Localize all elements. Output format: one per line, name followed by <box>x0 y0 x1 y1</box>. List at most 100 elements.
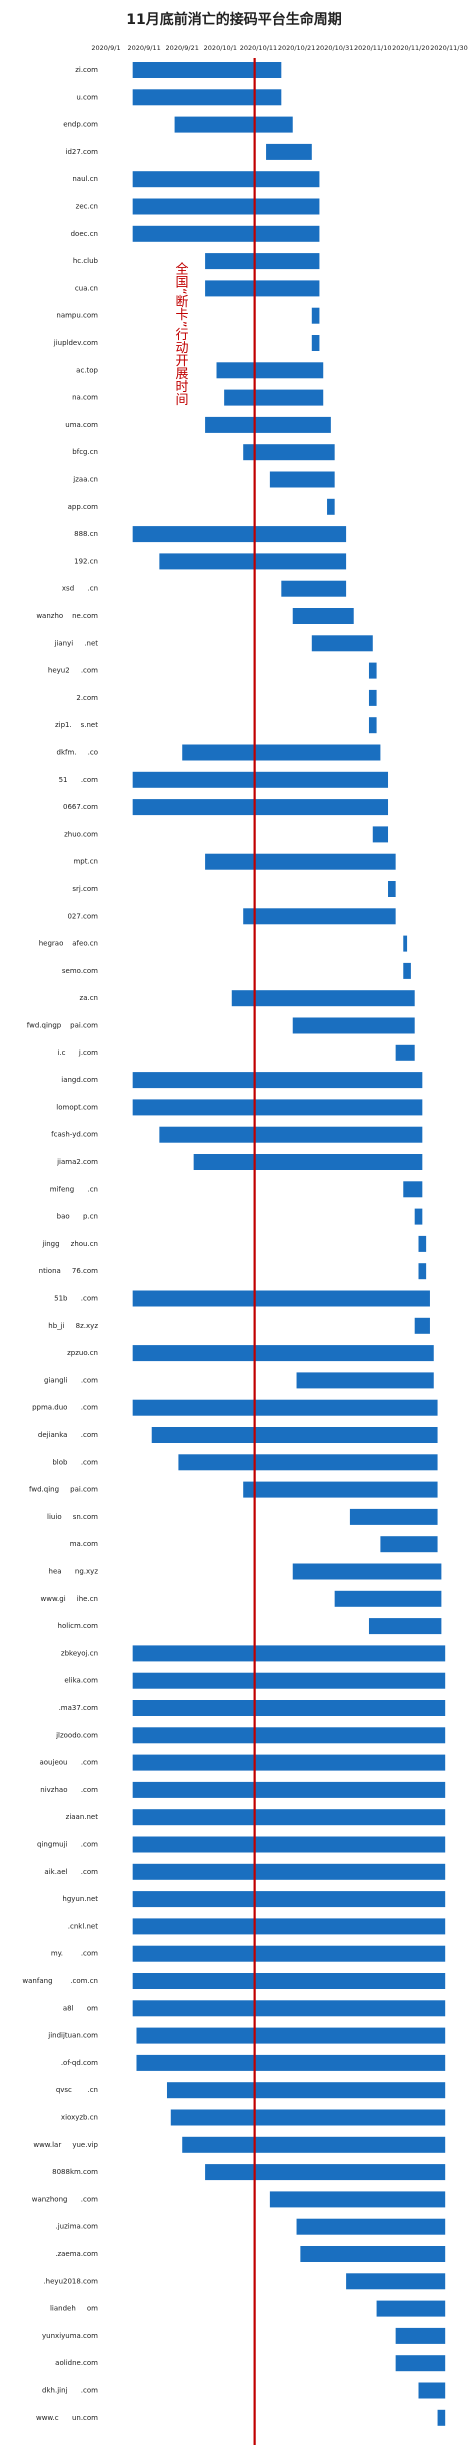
row-label: xsd .cn <box>62 585 98 593</box>
bar <box>403 962 411 979</box>
row-label: zec.cn <box>76 203 98 211</box>
row-label: hb_ji 8z.xyz <box>48 1322 98 1330</box>
bar <box>388 881 396 897</box>
bar <box>216 362 324 379</box>
row-label: naul.cn <box>72 175 98 183</box>
row-label: ntiona 76.com <box>39 1267 99 1275</box>
bar <box>205 853 396 870</box>
row-label: www.lar yue.vip <box>33 2141 98 2149</box>
row-label: elika.com <box>64 1677 98 1685</box>
row-label: fwd.qingp pai.com <box>27 1022 98 1030</box>
row-label: bao p.cn <box>57 1213 98 1221</box>
row-label: aolidne.com <box>55 2359 98 2367</box>
bar <box>132 1809 446 1826</box>
x-tick-label: 2020/10/1 <box>204 44 237 52</box>
row-label: zpzuo.cn <box>67 1349 98 1357</box>
row-label: mpt.cn <box>73 858 98 866</box>
bar <box>132 1918 446 1935</box>
bar <box>132 1399 438 1416</box>
row-label: na.com <box>72 394 98 402</box>
row-label: jiama2.com <box>56 1158 98 1166</box>
bar <box>311 635 373 652</box>
bar <box>243 444 335 461</box>
bar <box>266 143 312 160</box>
bar <box>281 580 347 597</box>
row-label: hea ng.xyz <box>49 1568 99 1576</box>
bar <box>269 471 335 488</box>
bar <box>368 662 377 679</box>
row-label: endp.com <box>63 121 98 129</box>
bar <box>166 2082 446 2099</box>
row-label: mifeng .cn <box>50 1185 98 1193</box>
row-label: ac.top <box>76 366 98 374</box>
row-label: jianyi .net <box>53 639 98 647</box>
bar <box>132 1727 446 1744</box>
bar <box>159 1126 423 1143</box>
row-label: cua.cn <box>75 284 98 292</box>
bar <box>395 2355 446 2372</box>
bar <box>376 2300 446 2317</box>
bar <box>311 307 320 324</box>
x-tick-label: 2020/9/11 <box>127 44 160 52</box>
row-label: iangd.com <box>61 1076 98 1084</box>
row-label: wanzhong .com <box>32 2195 98 2203</box>
bar <box>182 2136 446 2153</box>
row-label: ppma.duo .com <box>32 1404 98 1412</box>
row-label: a8l om <box>63 2004 98 2012</box>
bar <box>296 1372 434 1389</box>
bar <box>368 689 377 706</box>
bar <box>159 553 347 570</box>
x-tick-label: 2020/11/20 <box>392 44 429 52</box>
x-tick-label: 2020/10/21 <box>278 44 315 52</box>
row-label: jzaa.cn <box>72 476 98 484</box>
bar <box>296 2218 446 2235</box>
x-tick-label: 2020/11/30 <box>430 44 467 52</box>
row-label: 888.cn <box>74 530 98 538</box>
bar <box>132 799 389 816</box>
row-label: lomopt.com <box>56 1103 98 1111</box>
row-label: nampu.com <box>56 312 98 320</box>
bar <box>243 1481 438 1498</box>
bar <box>132 1345 434 1362</box>
bar <box>132 1672 446 1689</box>
row-label: .zaema.com <box>55 2250 98 2258</box>
bar <box>132 2000 446 2017</box>
bar <box>151 1427 438 1443</box>
bar <box>437 2409 446 2426</box>
bar <box>193 1154 423 1170</box>
bar <box>231 990 415 1007</box>
bar <box>132 1099 423 1116</box>
bar <box>327 498 335 515</box>
bar <box>334 1590 442 1607</box>
bar <box>395 1044 415 1061</box>
bar <box>132 1891 446 1908</box>
bar <box>205 416 331 433</box>
row-label: .heyu2018.com <box>43 2277 98 2285</box>
row-label: liandeh om <box>50 2305 98 2313</box>
bar <box>243 908 396 925</box>
row-label: app.com <box>68 503 99 511</box>
bar <box>368 1618 442 1635</box>
bar <box>132 1836 446 1853</box>
bar <box>300 2246 446 2262</box>
bar <box>132 62 282 78</box>
row-label: jlzoodo.com <box>55 1731 98 1739</box>
bar <box>132 1290 430 1307</box>
row-label: hgyun.net <box>62 1895 98 1903</box>
row-label: aik.ael .com <box>44 1868 98 1876</box>
bar <box>132 526 347 543</box>
row-label: bfcg.cn <box>72 448 98 456</box>
bar <box>132 89 282 106</box>
bar <box>346 2273 446 2290</box>
bar <box>136 2027 446 2044</box>
bar <box>132 1700 446 1716</box>
bar <box>132 1863 446 1880</box>
bar <box>368 717 377 734</box>
row-label: 0667.com <box>63 803 98 811</box>
bar <box>182 744 381 761</box>
bar <box>132 1781 446 1798</box>
row-label: dkh.jinj .com <box>42 2387 98 2395</box>
x-tick-label: 2020/9/1 <box>91 44 120 52</box>
